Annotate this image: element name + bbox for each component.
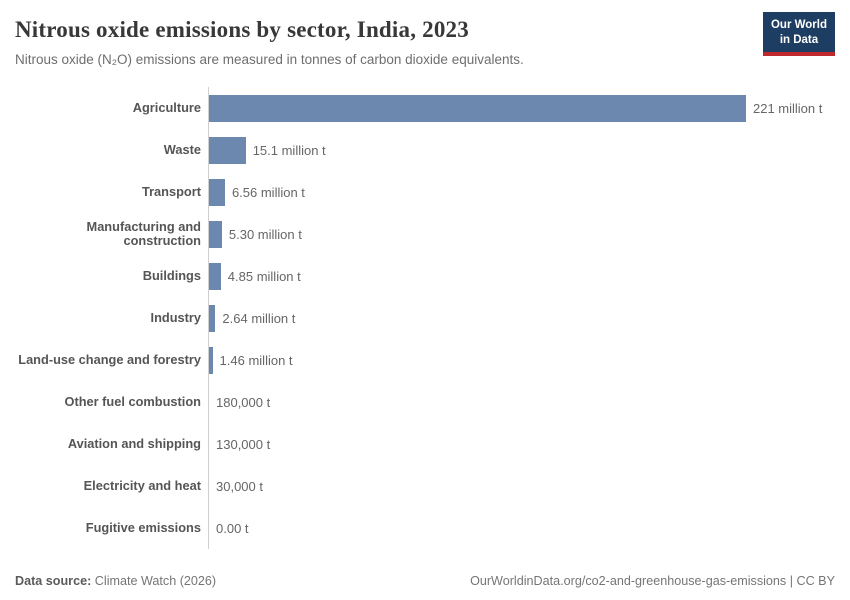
- credit-line: OurWorldinData.org/co2-and-greenhouse-ga…: [470, 574, 835, 588]
- owid-logo-line1: Our World: [770, 19, 827, 31]
- category-label: Land-use change and forestry: [18, 352, 201, 368]
- bar-chart: Agriculture 221 million t Waste 15.1 millio…: [15, 87, 835, 564]
- bar[interactable]: [209, 346, 213, 374]
- value-label: 180,000 t: [216, 394, 271, 410]
- chart-row: Other fuel combustion 180,000 t: [15, 381, 835, 424]
- bar[interactable]: [209, 136, 246, 164]
- bar-area: 4.85 million t: [208, 255, 835, 298]
- bar-area: 30,000 t: [208, 465, 835, 508]
- bar-area: 221 million t: [208, 87, 835, 130]
- data-source: Data source: Climate Watch (2026): [15, 574, 216, 588]
- chart-row: Aviation and shipping 130,000 t: [15, 423, 835, 466]
- category-label: Electricity and heat: [83, 478, 201, 494]
- bar[interactable]: [209, 262, 221, 290]
- owid-logo-line2: in Data: [779, 33, 819, 46]
- value-label: 221 million t: [753, 100, 823, 116]
- chart-subtitle: Nitrous oxide (N₂O) emissions are measur…: [15, 51, 524, 67]
- category-label: Fugitive emissions: [85, 520, 201, 536]
- bar-rows: Agriculture 221 million t Waste 15.1 millio…: [15, 87, 835, 550]
- chart-footer: Data source: Climate Watch (2026) OurWor…: [15, 564, 835, 588]
- chart-row: Buildings 4.85 million t: [15, 255, 835, 298]
- bar-area: 180,000 t: [208, 381, 835, 424]
- chart-header: Nitrous oxide emissions by sector, India…: [15, 12, 835, 68]
- value-label: 2.64 million t: [222, 310, 296, 326]
- category-label: Other fuel combustion: [64, 394, 201, 410]
- bar-area: 15.1 million t: [208, 129, 835, 172]
- chart-row: Agriculture 221 million t: [15, 87, 835, 130]
- category-label: Manufacturing and construction: [86, 219, 201, 249]
- bar[interactable]: [209, 304, 216, 332]
- value-label: 130,000 t: [216, 436, 271, 452]
- bar-area: 2.64 million t: [208, 297, 835, 340]
- category-label: Transport: [141, 184, 201, 200]
- bar[interactable]: [209, 94, 746, 122]
- chart-row: Industry 2.64 million t: [15, 297, 835, 340]
- category-label: Buildings: [142, 268, 201, 284]
- bar-area: 1.46 million t: [208, 339, 835, 382]
- bar[interactable]: [209, 178, 225, 206]
- category-label: Agriculture: [132, 100, 201, 116]
- data-source-label: Data source:: [15, 574, 92, 588]
- data-source-value: Climate Watch (2026): [91, 574, 217, 588]
- bar[interactable]: [209, 220, 222, 248]
- chart-row: Waste 15.1 million t: [15, 129, 835, 172]
- value-label: 5.30 million t: [228, 226, 302, 242]
- bar-area: 5.30 million t: [208, 213, 835, 256]
- value-label: 6.56 million t: [231, 184, 305, 200]
- chart-row: Transport 6.56 million t: [15, 171, 835, 214]
- category-label: Waste: [163, 142, 201, 158]
- value-label: 4.85 million t: [227, 268, 301, 284]
- bar-area: 0.00 t: [208, 507, 835, 550]
- value-label: 15.1 million t: [252, 142, 326, 158]
- chart-row: Land-use change and forestry 1.46 million…: [15, 339, 835, 382]
- page-title: Nitrous oxide emissions by sector, India…: [15, 17, 469, 42]
- category-label: Aviation and shipping: [67, 436, 201, 452]
- value-label: 30,000 t: [216, 478, 263, 494]
- owid-logo: Our World in Data: [762, 12, 835, 56]
- chart-row: Manufacturing and construction 5.30 milli…: [15, 213, 835, 256]
- value-label: 0.00 t: [216, 520, 249, 536]
- value-label: 1.46 million t: [219, 352, 293, 368]
- category-label: Industry: [150, 310, 201, 326]
- chart-row: Electricity and heat 30,000 t: [15, 465, 835, 508]
- chart-row: Fugitive emissions 0.00 t: [15, 507, 835, 550]
- bar-area: 6.56 million t: [208, 171, 835, 214]
- bar-area: 130,000 t: [208, 423, 835, 466]
